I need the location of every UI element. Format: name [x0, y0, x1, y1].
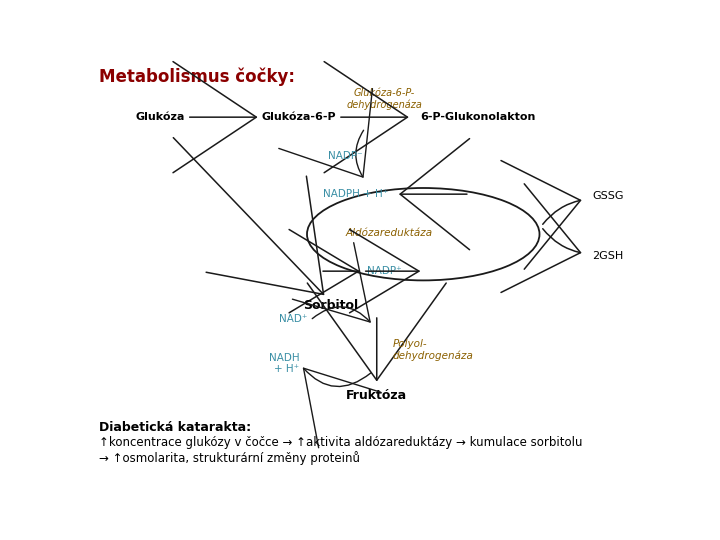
Text: Aldózareduktáza: Aldózareduktáza: [346, 228, 433, 238]
Text: ↑koncentrace glukózy v čočce → ↑aktivita aldózareduktázy → kumulace sorbitolu
→ : ↑koncentrace glukózy v čočce → ↑aktivita…: [99, 436, 582, 465]
Text: Glukóza-6-P-
dehydrogenáza: Glukóza-6-P- dehydrogenáza: [346, 88, 423, 110]
Text: NADPH + H⁺: NADPH + H⁺: [323, 189, 388, 199]
Text: NADP⁻: NADP⁻: [328, 151, 363, 161]
Text: Glukóza: Glukóza: [135, 112, 184, 122]
Text: GSSG: GSSG: [593, 191, 624, 201]
Text: 2GSH: 2GSH: [593, 251, 624, 261]
Text: Metabolismus čočky:: Metabolismus čočky:: [99, 68, 295, 86]
Text: Sorbitol: Sorbitol: [302, 299, 358, 312]
Text: 6-P-Glukonolakton: 6-P-Glukonolakton: [420, 112, 535, 122]
Text: NADH
+ H⁺: NADH + H⁺: [269, 353, 300, 374]
Text: Polyol-
dehydrogenáza: Polyol- dehydrogenáza: [392, 339, 473, 361]
Text: Fruktóza: Fruktóza: [346, 389, 408, 402]
Text: NAD⁺: NAD⁺: [279, 314, 307, 324]
Text: Diabetická katarakta:: Diabetická katarakta:: [99, 421, 251, 434]
Text: Glukóza-6-P: Glukóza-6-P: [262, 112, 336, 122]
Text: NADP⁺: NADP⁺: [367, 266, 402, 276]
